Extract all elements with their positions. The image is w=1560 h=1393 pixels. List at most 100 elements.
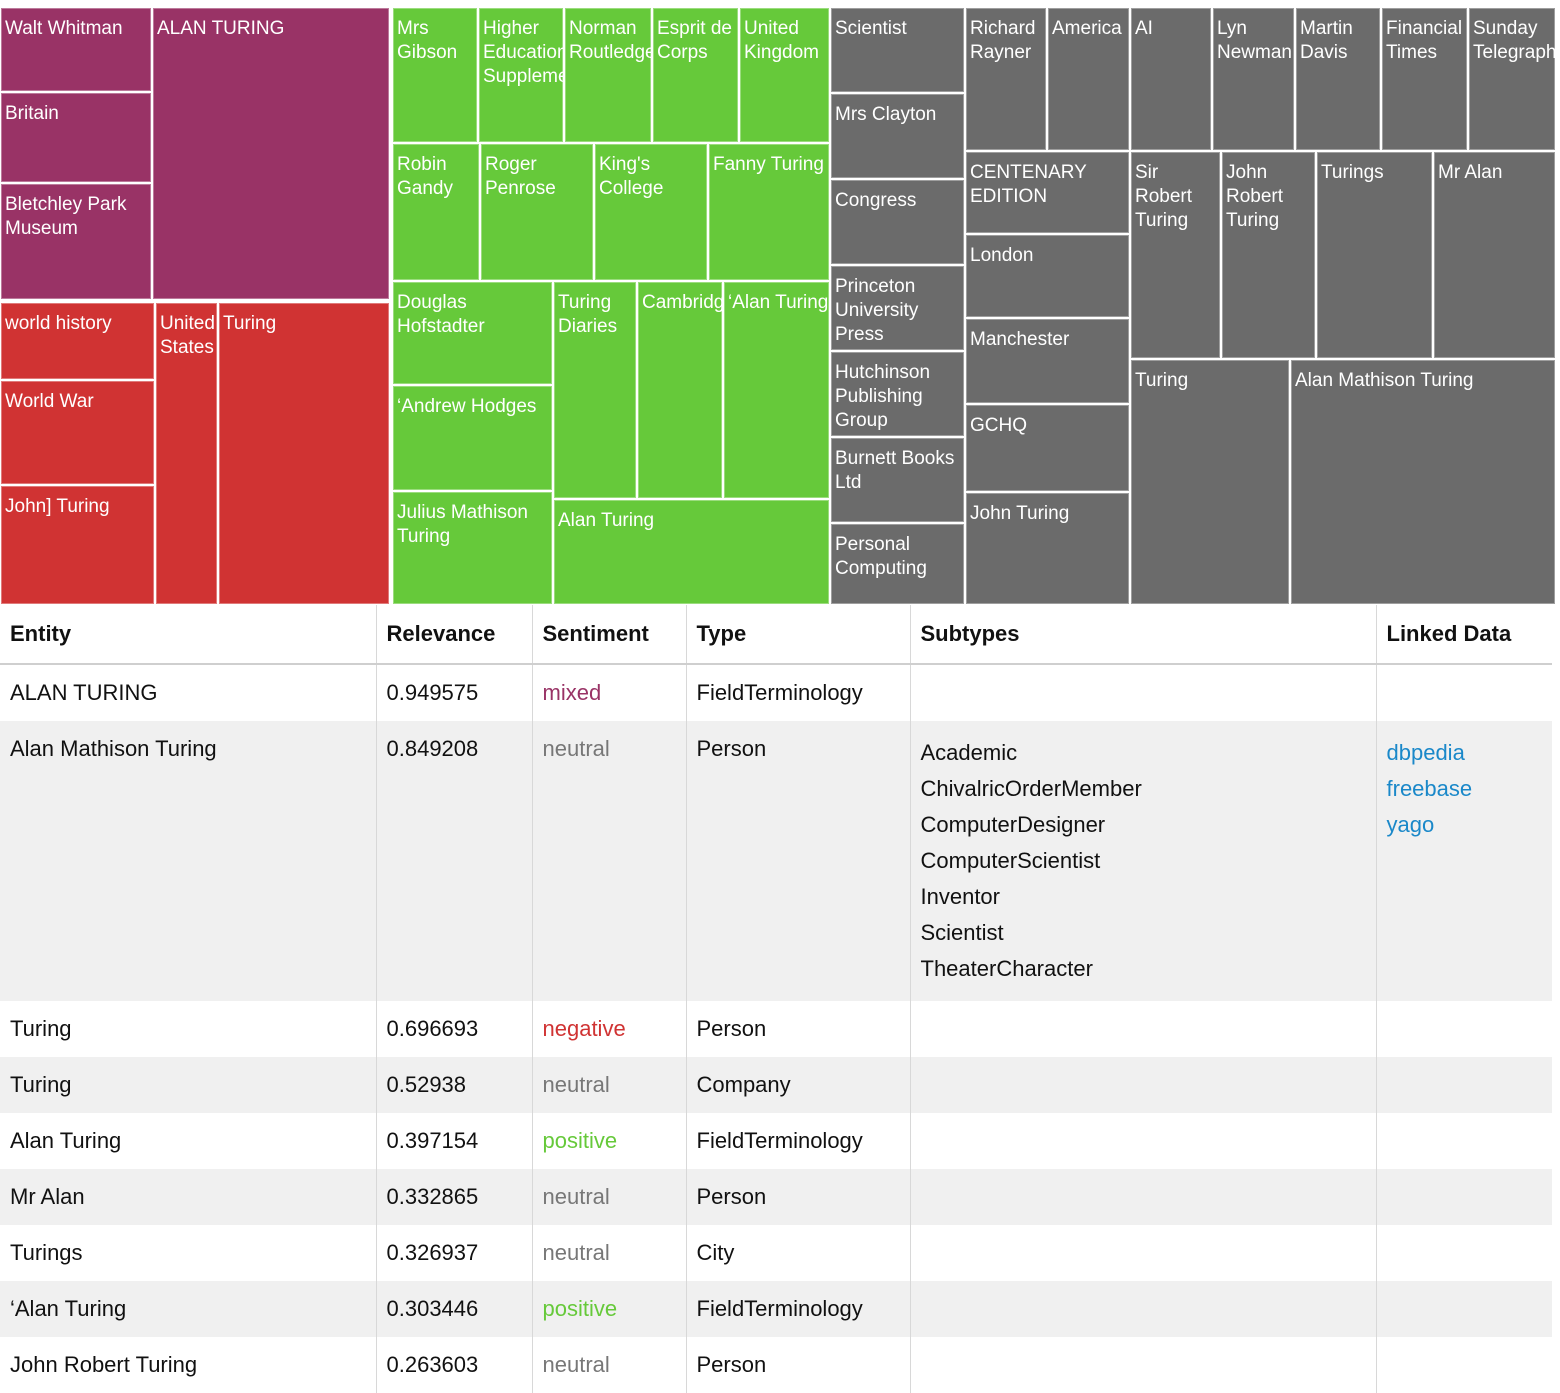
treemap-tile-financial-times[interactable]: Financial Times — [1381, 7, 1468, 151]
sentiment-cell: neutral — [532, 1337, 687, 1393]
treemap-tile-label: Julius Mathison Turing — [397, 502, 528, 547]
treemap-tile-label: Robin Gandy — [397, 154, 453, 199]
treemap-tile-higher-education-supplement[interactable]: Higher Education Supplement — [478, 7, 564, 143]
table-row: Mr Alan 0.332865 neutral Person — [0, 1169, 1552, 1225]
treemap-tile-london[interactable]: London — [965, 234, 1130, 318]
sentiment-cell: negative — [532, 1001, 687, 1057]
column-header-type[interactable]: Type — [686, 605, 911, 665]
entity-cell: John Robert Turing — [0, 1337, 377, 1393]
treemap-tile-richard-rayner[interactable]: Richard Rayner — [965, 7, 1047, 151]
treemap-tile-label: world history — [5, 313, 112, 334]
treemap-tile-andrew-hodges[interactable]: ‘Andrew Hodges — [392, 385, 553, 491]
treemap-tile-john-robert-turing[interactable]: John Robert Turing — [1221, 151, 1316, 359]
treemap-tile-alan-turing[interactable]: ‘Alan Turing — [723, 281, 830, 499]
treemap-tile-turing-diaries[interactable]: Turing Diaries — [553, 281, 637, 499]
treemap-tile-roger-penrose[interactable]: Roger Penrose — [480, 143, 594, 281]
treemap-tile-bletchley-park-museum[interactable]: Bletchley Park Museum — [0, 183, 152, 300]
treemap-tile-britain[interactable]: Britain — [0, 92, 152, 183]
treemap-tile-label: John Turing — [970, 503, 1070, 524]
treemap-tile-label: Turing — [1135, 370, 1189, 391]
treemap-tile-label: Douglas Hofstadter — [397, 292, 485, 337]
treemap-tile-robin-gandy[interactable]: Robin Gandy — [392, 143, 480, 281]
subtype-item: Scientist — [920, 920, 1004, 945]
treemap-tile-world-history[interactable]: world history — [0, 302, 155, 380]
treemap-tile-mrs-gibson[interactable]: Mrs Gibson — [392, 7, 478, 143]
subtype-item: ComputerScientist — [920, 848, 1101, 873]
sentiment-cell: neutral — [532, 1057, 687, 1113]
treemap-tile-cambridge[interactable]: Cambridge — [637, 281, 723, 499]
treemap-tile-john-turing[interactable]: John] Turing — [0, 485, 155, 605]
subtypes-cell — [910, 1225, 1377, 1281]
treemap-tile-turings[interactable]: Turings — [1316, 151, 1433, 359]
treemap-tile-label: Alan Mathison Turing — [1295, 370, 1474, 391]
treemap-tile-alan-turing[interactable]: ALAN TURING — [152, 7, 390, 300]
treemap-tile-label: Higher Education Supplement — [483, 18, 564, 87]
treemap-tile-mr-alan[interactable]: Mr Alan — [1433, 151, 1556, 359]
link-dbpedia[interactable]: dbpedia — [1386, 740, 1465, 765]
treemap-tile-alan-turing[interactable]: Alan Turing — [553, 499, 830, 605]
type-cell: Company — [686, 1057, 911, 1113]
treemap-tile-label: Burnett Books Ltd — [835, 448, 955, 493]
treemap-tile-congress[interactable]: Congress — [830, 179, 965, 265]
relevance-cell: 0.332865 — [376, 1169, 533, 1225]
treemap-tile-alan-mathison-turing[interactable]: Alan Mathison Turing — [1290, 359, 1556, 605]
treemap-tile-esprit-de-corps[interactable]: Esprit de Corps — [652, 7, 739, 143]
treemap-tile-united-states[interactable]: United States — [155, 302, 218, 605]
treemap-tile-princeton-university-press[interactable]: Princeton University Press — [830, 265, 965, 351]
treemap-tile-douglas-hofstadter[interactable]: Douglas Hofstadter — [392, 281, 553, 385]
column-header-subtypes[interactable]: Subtypes — [910, 605, 1377, 665]
subtypes-cell — [910, 664, 1377, 721]
treemap-tile-mrs-clayton[interactable]: Mrs Clayton — [830, 93, 965, 179]
type-cell: FieldTerminology — [686, 1113, 911, 1169]
entity-cell: Mr Alan — [0, 1169, 377, 1225]
subtypes-cell — [910, 1001, 1377, 1057]
treemap-tile-america[interactable]: America — [1047, 7, 1130, 151]
treemap-tile-world-war[interactable]: World War — [0, 380, 155, 485]
treemap-tile-ai[interactable]: AI — [1130, 7, 1212, 151]
treemap-tile-fanny-turing[interactable]: Fanny Turing — [708, 143, 830, 281]
relevance-cell: 0.949575 — [376, 664, 533, 721]
treemap-tile-lyn-newman[interactable]: Lyn Newman — [1212, 7, 1295, 151]
treemap-tile-label: Financial Times — [1386, 18, 1463, 63]
subtypes-cell — [910, 1113, 1377, 1169]
subtypes-cell — [910, 1337, 1377, 1393]
treemap-tile-turing[interactable]: Turing — [218, 302, 390, 605]
treemap-tile-julius-mathison-turing[interactable]: Julius Mathison Turing — [392, 491, 553, 605]
column-header-entity[interactable]: Entity — [0, 605, 377, 665]
treemap-tile-sir-robert-turing[interactable]: Sir Robert Turing — [1130, 151, 1221, 359]
entity-table: Entity Relevance Sentiment Type Subtypes… — [0, 605, 1552, 1393]
treemap-tile-centenary-edition[interactable]: CENTENARY EDITION — [965, 151, 1130, 234]
treemap-tile-label: AI — [1135, 18, 1153, 39]
treemap-tile-john-turing[interactable]: John Turing — [965, 492, 1130, 605]
treemap-tile-label: Scientist — [835, 18, 907, 39]
treemap-tile-turing[interactable]: Turing — [1130, 359, 1290, 605]
entity-cell: Alan Mathison Turing — [0, 721, 377, 1001]
column-header-relevance[interactable]: Relevance — [376, 605, 533, 665]
treemap-tile-label: Mr Alan — [1438, 162, 1503, 183]
sentiment-cell: neutral — [532, 1169, 687, 1225]
sentiment-cell: positive — [532, 1281, 687, 1337]
treemap-tile-scientist[interactable]: Scientist — [830, 7, 965, 93]
link-yago[interactable]: yago — [1386, 812, 1435, 837]
treemap-tile-king-s-college[interactable]: King's College — [594, 143, 708, 281]
treemap-tile-martin-davis[interactable]: Martin Davis — [1295, 7, 1381, 151]
treemap-tile-sunday-telegraph[interactable]: Sunday Telegraph — [1468, 7, 1556, 151]
treemap-tile-personal-computing[interactable]: Personal Computing — [830, 523, 965, 605]
treemap-tile-label: Turing — [223, 313, 277, 334]
treemap-tile-label: Sir Robert Turing — [1135, 162, 1193, 231]
link-freebase[interactable]: freebase — [1386, 776, 1473, 801]
column-header-linked-data[interactable]: Linked Data — [1376, 605, 1552, 665]
treemap-tile-gchq[interactable]: GCHQ — [965, 404, 1130, 492]
linked-data-cell — [1376, 1057, 1552, 1113]
linked-data-cell — [1376, 664, 1552, 721]
treemap-tile-norman-routledge[interactable]: Norman Routledge — [564, 7, 652, 143]
treemap-tile-united-kingdom[interactable]: United Kingdom — [739, 7, 830, 143]
treemap-tile-hutchinson-publishing-group[interactable]: Hutchinson Publishing Group — [830, 351, 965, 437]
treemap-tile-label: Esprit de Corps — [657, 18, 732, 63]
column-header-sentiment[interactable]: Sentiment — [532, 605, 687, 665]
table-body: ALAN TURING 0.949575 mixed FieldTerminology… — [0, 664, 1552, 1393]
treemap-tile-label: Alan Turing — [558, 510, 655, 531]
treemap-tile-manchester[interactable]: Manchester — [965, 318, 1130, 404]
treemap-tile-walt-whitman[interactable]: Walt Whitman — [0, 7, 152, 92]
treemap-tile-burnett-books-ltd[interactable]: Burnett Books Ltd — [830, 437, 965, 523]
